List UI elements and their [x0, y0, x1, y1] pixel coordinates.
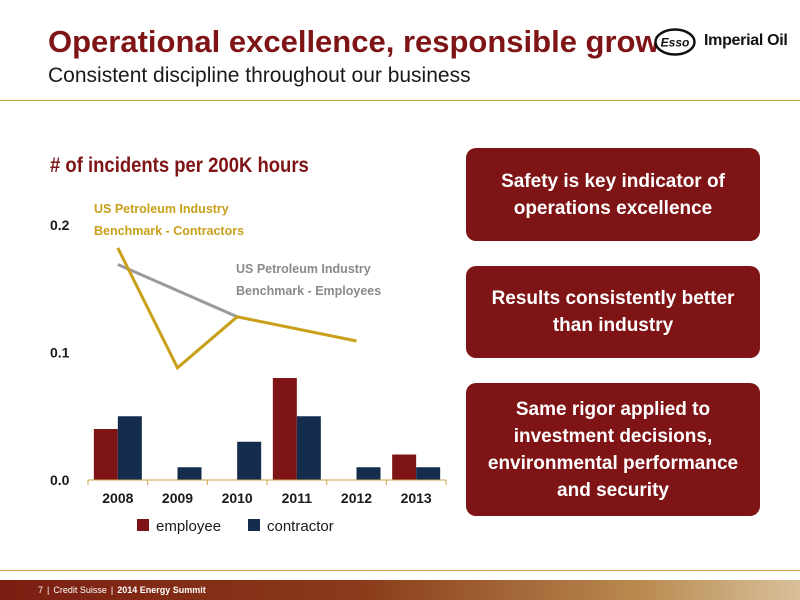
footer-bar: 7 | Credit Suisse | 2014 Energy Summit — [0, 580, 800, 600]
x-tick-label-2011: 2011 — [282, 490, 313, 506]
bar-contractor-2008 — [117, 416, 142, 480]
logo-mark-text: Esso — [661, 36, 690, 50]
bar-contractor-2013 — [416, 467, 441, 480]
footer-company: Credit Suisse — [53, 585, 107, 595]
x-tick-label-2010: 2010 — [222, 490, 253, 506]
callout-safety: Safety is key indicator of operations ex… — [466, 148, 760, 241]
bar-contractor-2012 — [356, 467, 381, 480]
x-tick-label-2008: 2008 — [102, 490, 133, 506]
legend-label-employee: employee — [156, 518, 221, 535]
callout-safety-text: Safety is key indicator of operations ex… — [501, 170, 725, 219]
contractor-benchmark-label-line2: Benchmark - Contractors — [94, 224, 244, 238]
x-tick-label-2012: 2012 — [341, 490, 372, 506]
employee-benchmark-label-line2: Benchmark - Employees — [236, 284, 381, 298]
header-divider — [0, 100, 800, 101]
page-title: Operational excellence, responsible grow… — [48, 24, 689, 59]
y-tick-label-0.0: 0.0 — [50, 472, 70, 488]
employee-benchmark-line — [117, 263, 238, 319]
callout-results-text: Results consistently better than industr… — [491, 288, 735, 336]
legend-swatch-employee — [137, 519, 149, 531]
legend-label-contractor: contractor — [267, 518, 334, 535]
bar-employee-2008 — [93, 429, 118, 480]
page-subtitle: Consistent discipline throughout our bus… — [48, 64, 471, 87]
x-tick-label-2009: 2009 — [162, 490, 193, 506]
legend-swatch-contractor — [248, 519, 260, 531]
contractor-benchmark-line — [116, 247, 357, 371]
company-logo: Esso Imperial Oil — [654, 26, 794, 62]
y-tick-label-0.2: 0.2 — [50, 217, 70, 233]
contractor-benchmark-label-line1: US Petroleum Industry — [94, 202, 229, 216]
employee-benchmark-label-line1: US Petroleum Industry — [236, 262, 371, 276]
bar-employee-2011 — [272, 378, 297, 480]
callout-rigor-text: Same rigor applied to investment decisio… — [487, 398, 739, 501]
footer-page-number: 7 — [38, 585, 44, 595]
esso-oval-logo: Esso — [654, 28, 696, 56]
bar-contractor-2011 — [296, 416, 321, 480]
footer-event: 2014 Energy Summit — [117, 585, 206, 595]
callout-rigor: Same rigor applied to investment decisio… — [466, 383, 760, 516]
callout-results: Results consistently better than industr… — [466, 266, 760, 358]
logo-name: Imperial Oil — [704, 32, 788, 49]
bar-contractor-2010 — [237, 441, 262, 480]
bar-contractor-2009 — [177, 467, 202, 480]
bar-employee-2013 — [392, 454, 417, 480]
y-tick-label-0.1: 0.1 — [50, 345, 70, 361]
footer-divider — [0, 570, 800, 571]
x-tick-label-2013: 2013 — [401, 490, 432, 506]
chart-title: # of incidents per 200K hours — [50, 154, 309, 177]
